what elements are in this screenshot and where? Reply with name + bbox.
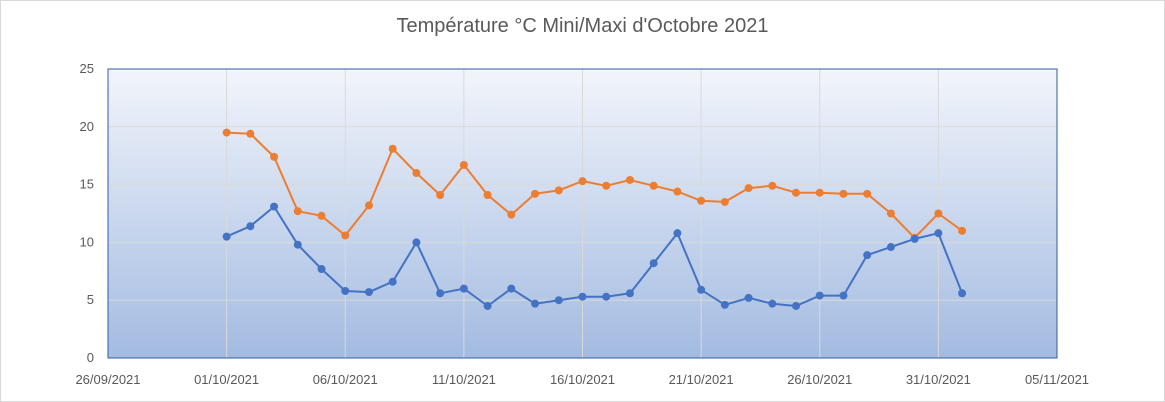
data-point <box>649 181 658 190</box>
data-point <box>507 210 516 219</box>
data-point <box>863 189 872 198</box>
data-point <box>459 160 468 169</box>
x-tick-label: 05/11/2021 <box>1025 372 1089 387</box>
data-point <box>602 181 611 190</box>
x-tick-label: 31/10/2021 <box>906 372 971 387</box>
data-point <box>554 296 563 305</box>
chart-title: Température °C Mini/Maxi d'Octobre 2021 <box>396 15 769 37</box>
data-point <box>697 196 706 205</box>
data-point <box>436 289 445 298</box>
x-tick-label: 21/10/2021 <box>669 372 734 387</box>
data-point <box>839 291 848 300</box>
data-point <box>934 209 943 218</box>
data-point <box>341 231 350 240</box>
plot-border <box>107 68 1058 359</box>
data-point <box>412 238 421 247</box>
data-point <box>602 292 611 301</box>
data-point <box>673 229 682 238</box>
x-tick-label: 26/10/2021 <box>787 372 852 387</box>
data-point <box>578 292 587 301</box>
data-point <box>507 284 516 293</box>
data-point <box>768 299 777 308</box>
x-tick-label: 26/09/2021 <box>75 372 140 387</box>
data-point <box>222 128 231 137</box>
data-point <box>768 181 777 190</box>
data-point <box>815 188 824 197</box>
data-point <box>934 229 943 238</box>
y-tick-label: 25 <box>80 61 94 76</box>
data-point <box>341 286 350 295</box>
data-point <box>222 232 231 241</box>
data-point <box>863 251 872 260</box>
data-point <box>720 197 729 206</box>
data-point <box>792 301 801 310</box>
data-point <box>649 259 658 268</box>
data-point <box>317 211 326 220</box>
data-point <box>436 191 445 200</box>
data-point <box>673 187 682 196</box>
data-point <box>412 169 421 178</box>
data-point <box>910 234 919 243</box>
data-point <box>483 191 492 200</box>
data-point <box>531 299 540 308</box>
data-point <box>364 201 373 210</box>
data-point <box>364 288 373 297</box>
data-point <box>293 240 302 249</box>
y-tick-label: 20 <box>80 119 94 134</box>
data-point <box>293 207 302 216</box>
data-point <box>388 277 397 286</box>
data-point <box>554 186 563 195</box>
data-point <box>744 293 753 302</box>
data-point <box>459 284 468 293</box>
data-point <box>270 202 279 211</box>
data-point <box>720 300 729 309</box>
data-point <box>815 291 824 300</box>
data-point <box>744 184 753 193</box>
data-point <box>317 264 326 273</box>
x-tick-label: 06/10/2021 <box>313 372 378 387</box>
data-point <box>697 285 706 294</box>
data-point <box>388 144 397 153</box>
y-tick-label: 10 <box>80 234 94 249</box>
data-point <box>483 301 492 310</box>
data-point <box>270 152 279 161</box>
data-point <box>625 289 634 298</box>
y-tick-label: 5 <box>87 292 94 307</box>
data-point <box>886 209 895 218</box>
data-point <box>246 222 255 231</box>
data-point <box>886 243 895 252</box>
data-point <box>531 189 540 198</box>
data-point <box>246 129 255 138</box>
x-tick-label: 11/10/2021 <box>432 372 496 387</box>
x-tick-label: 16/10/2021 <box>550 372 615 387</box>
y-tick-label: 0 <box>87 350 94 365</box>
data-point <box>958 226 967 235</box>
data-point <box>578 177 587 186</box>
data-point <box>625 175 634 184</box>
data-point <box>839 189 848 198</box>
data-point <box>792 188 801 197</box>
x-tick-label: 01/10/2021 <box>194 372 259 387</box>
data-point <box>958 289 967 298</box>
y-tick-label: 15 <box>80 177 94 192</box>
